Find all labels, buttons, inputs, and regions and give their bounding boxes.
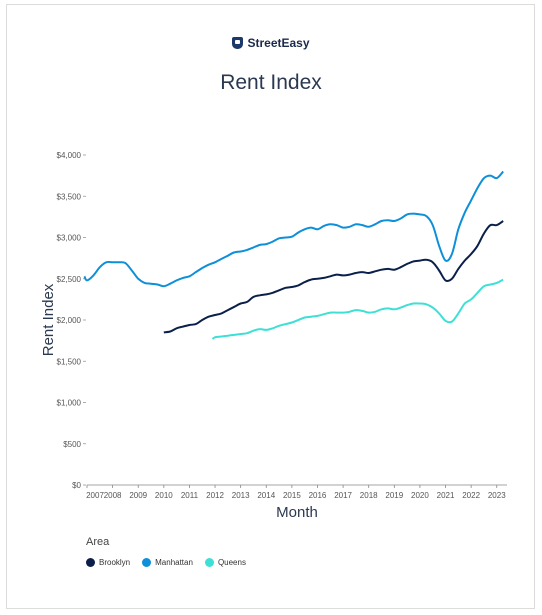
- brand-name: StreetEasy: [247, 36, 310, 50]
- x-tick-label: 2015: [283, 491, 301, 500]
- y-tick-label: $0: [72, 481, 81, 490]
- y-axis: $0 $500 $1,000 $1,500 $2,000 $2,500 $3,000 $3,5…: [57, 151, 86, 490]
- legend-item-queens[interactable]: Queens: [204, 558, 246, 567]
- legend-swatch-queens: [204, 558, 214, 567]
- legend-items: Brooklyn Manhattan Queens: [86, 558, 258, 567]
- x-tick-label: 2019: [385, 491, 403, 500]
- streeteasy-logo-icon: [232, 37, 244, 49]
- streeteasy-logo: StreetEasy: [0, 36, 542, 50]
- y-tick-label: $3,000: [57, 234, 82, 243]
- x-axis: 2007 2008 2009 2010 2011 2012 2013 2014 2015 2016…: [86, 484, 507, 500]
- x-tick-label: 2022: [462, 491, 480, 500]
- series-line-manhattan: [83, 170, 504, 288]
- y-tick-label: $500: [63, 440, 81, 449]
- series-line-queens: [211, 278, 504, 340]
- x-tick-label: 2023: [488, 491, 506, 500]
- chart-title: Rent Index: [220, 71, 322, 94]
- y-axis-title: Rent Index: [40, 283, 57, 356]
- legend-title: Area: [86, 536, 110, 548]
- legend-label-manhattan: Manhattan: [155, 558, 193, 567]
- x-tick-label: 2017: [334, 491, 352, 500]
- x-tick-label: 2012: [206, 491, 224, 500]
- x-tick-label: 2008: [104, 491, 122, 500]
- series-line-brooklyn: [163, 220, 504, 334]
- x-tick-label: 2016: [309, 491, 327, 500]
- x-tick-label: 2020: [411, 491, 429, 500]
- legend-label-brooklyn: Brooklyn: [99, 558, 131, 567]
- legend-label-queens: Queens: [217, 558, 246, 567]
- y-tick-label: $2,000: [57, 316, 82, 325]
- y-tick-label: $4,000: [57, 151, 82, 160]
- y-tick-label: $1,500: [57, 357, 82, 366]
- y-tick-label: $2,500: [57, 275, 82, 284]
- legend-item-brooklyn[interactable]: Brooklyn: [86, 558, 130, 567]
- x-tick-label: 2011: [181, 491, 199, 500]
- y-tick-label: $3,500: [57, 192, 82, 201]
- x-tick-label: 2021: [437, 491, 455, 500]
- x-tick-label: 2014: [257, 491, 275, 500]
- legend-swatch-manhattan: [142, 558, 152, 567]
- x-axis-title: Month: [276, 504, 318, 521]
- x-tick-label: 2009: [129, 491, 147, 500]
- series-lines: [83, 170, 504, 340]
- chart-card: [6, 4, 535, 609]
- x-tick-label: 2013: [232, 491, 250, 500]
- legend-item-manhattan[interactable]: Manhattan: [142, 558, 193, 567]
- x-tick-label: 2010: [155, 491, 173, 500]
- y-tick-label: $1,000: [57, 399, 82, 408]
- x-tick-label: 2007: [86, 491, 104, 500]
- legend-swatch-brooklyn: [86, 558, 95, 567]
- legend: Area Brooklyn Manhattan Queens: [86, 536, 258, 567]
- x-tick-label: 2018: [360, 491, 378, 500]
